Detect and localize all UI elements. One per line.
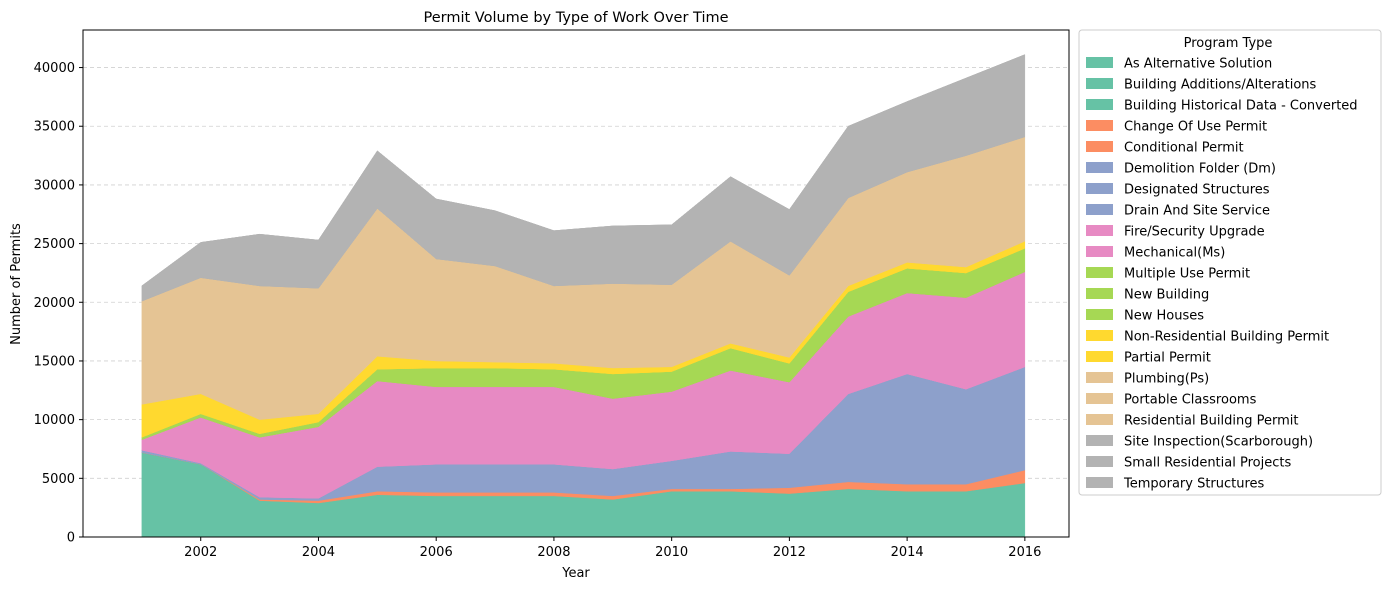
legend-label-6: Designated Structures: [1124, 183, 1270, 198]
x-tick-label-5: 2012: [773, 545, 806, 560]
legend-label-7: Drain And Site Service: [1124, 204, 1270, 219]
y-tick-label-3: 15000: [34, 354, 75, 369]
legend-label-18: Site Inspection(Scarborough): [1124, 435, 1313, 450]
legend-swatch-18: [1086, 435, 1113, 446]
legend-swatch-19: [1086, 456, 1113, 467]
x-tick-label-3: 2008: [537, 545, 570, 560]
legend-swatch-0: [1086, 57, 1113, 68]
legend-label-17: Residential Building Permit: [1124, 414, 1298, 429]
legend-label-19: Small Residential Projects: [1124, 456, 1291, 471]
legend-label-1: Building Additions/Alterations: [1124, 78, 1317, 93]
legend-label-11: New Building: [1124, 288, 1209, 303]
y-tick-label-2: 10000: [34, 413, 75, 428]
y-tick-label-7: 35000: [34, 120, 75, 135]
legend-swatch-6: [1086, 183, 1113, 194]
legend-title: Program Type: [1184, 36, 1273, 51]
y-tick-label-0: 0: [67, 531, 75, 546]
y-tick-label-4: 20000: [34, 296, 75, 311]
legend-swatch-16: [1086, 393, 1113, 404]
legend-swatch-5: [1086, 162, 1113, 173]
legend-swatch-11: [1086, 288, 1113, 299]
legend-box: [1078, 29, 1382, 496]
y-tick-label-1: 5000: [42, 472, 75, 487]
y-tick-label-6: 30000: [34, 178, 75, 193]
x-tick-label-6: 2014: [891, 545, 924, 560]
legend-swatch-15: [1086, 372, 1113, 383]
area-series-20: [141, 54, 1025, 287]
legend-label-13: Non-Residential Building Permit: [1124, 330, 1329, 345]
legend-swatch-17: [1086, 414, 1113, 425]
y-tick-label-5: 25000: [34, 237, 75, 252]
y-tick-label-8: 40000: [34, 61, 75, 76]
legend-label-9: Mechanical(Ms): [1124, 246, 1225, 261]
legend-swatch-14: [1086, 351, 1113, 362]
x-tick-label-7: 2016: [1008, 545, 1041, 560]
legend-swatch-13: [1086, 330, 1113, 341]
x-tick-label-1: 2004: [302, 545, 335, 560]
legend-label-0: As Alternative Solution: [1124, 57, 1272, 72]
legend-label-3: Change Of Use Permit: [1124, 120, 1267, 135]
legend-swatch-7: [1086, 204, 1113, 215]
legend-swatch-8: [1086, 225, 1113, 236]
legend-swatch-3: [1086, 120, 1113, 131]
x-tick-label-4: 2010: [655, 545, 688, 560]
legend-label-14: Partial Permit: [1124, 351, 1211, 366]
legend-swatch-12: [1086, 309, 1113, 320]
legend-label-4: Conditional Permit: [1124, 141, 1244, 156]
legend-label-5: Demolition Folder (Dm): [1124, 162, 1276, 177]
legend-label-20: Temporary Structures: [1123, 477, 1265, 492]
legend-label-10: Multiple Use Permit: [1124, 267, 1250, 282]
legend-swatch-9: [1086, 246, 1113, 257]
legend-label-16: Portable Classrooms: [1124, 393, 1257, 408]
legend: Program Type As Alternative Solution Buil…: [1078, 29, 1382, 496]
axes-layer: 2002 2004 2006 2008 2010 2012 2014 2016 0 5000 100…: [34, 29, 1070, 560]
x-tick-label-0: 2002: [184, 545, 217, 560]
area-layer: [141, 54, 1026, 538]
legend-label-15: Plumbing(Ps): [1124, 372, 1209, 387]
x-axis-title: Year: [561, 566, 590, 581]
legend-label-2: Building Historical Data - Converted: [1124, 99, 1358, 114]
legend-swatch-20: [1086, 477, 1113, 488]
legend-swatch-2: [1086, 99, 1113, 110]
legend-swatch-4: [1086, 141, 1113, 152]
plot-frame: [82, 29, 1070, 538]
chart-title: Permit Volume by Type of Work Over Time: [423, 10, 728, 26]
legend-label-8: Fire/Security Upgrade: [1124, 225, 1265, 240]
x-tick-label-2: 2006: [420, 545, 453, 560]
legend-label-12: New Houses: [1124, 309, 1204, 324]
legend-swatch-10: [1086, 267, 1113, 278]
legend-items: As Alternative Solution Building Addition…: [1086, 57, 1358, 492]
legend-swatch-1: [1086, 78, 1113, 89]
y-axis-title: Number of Permits: [9, 223, 24, 345]
